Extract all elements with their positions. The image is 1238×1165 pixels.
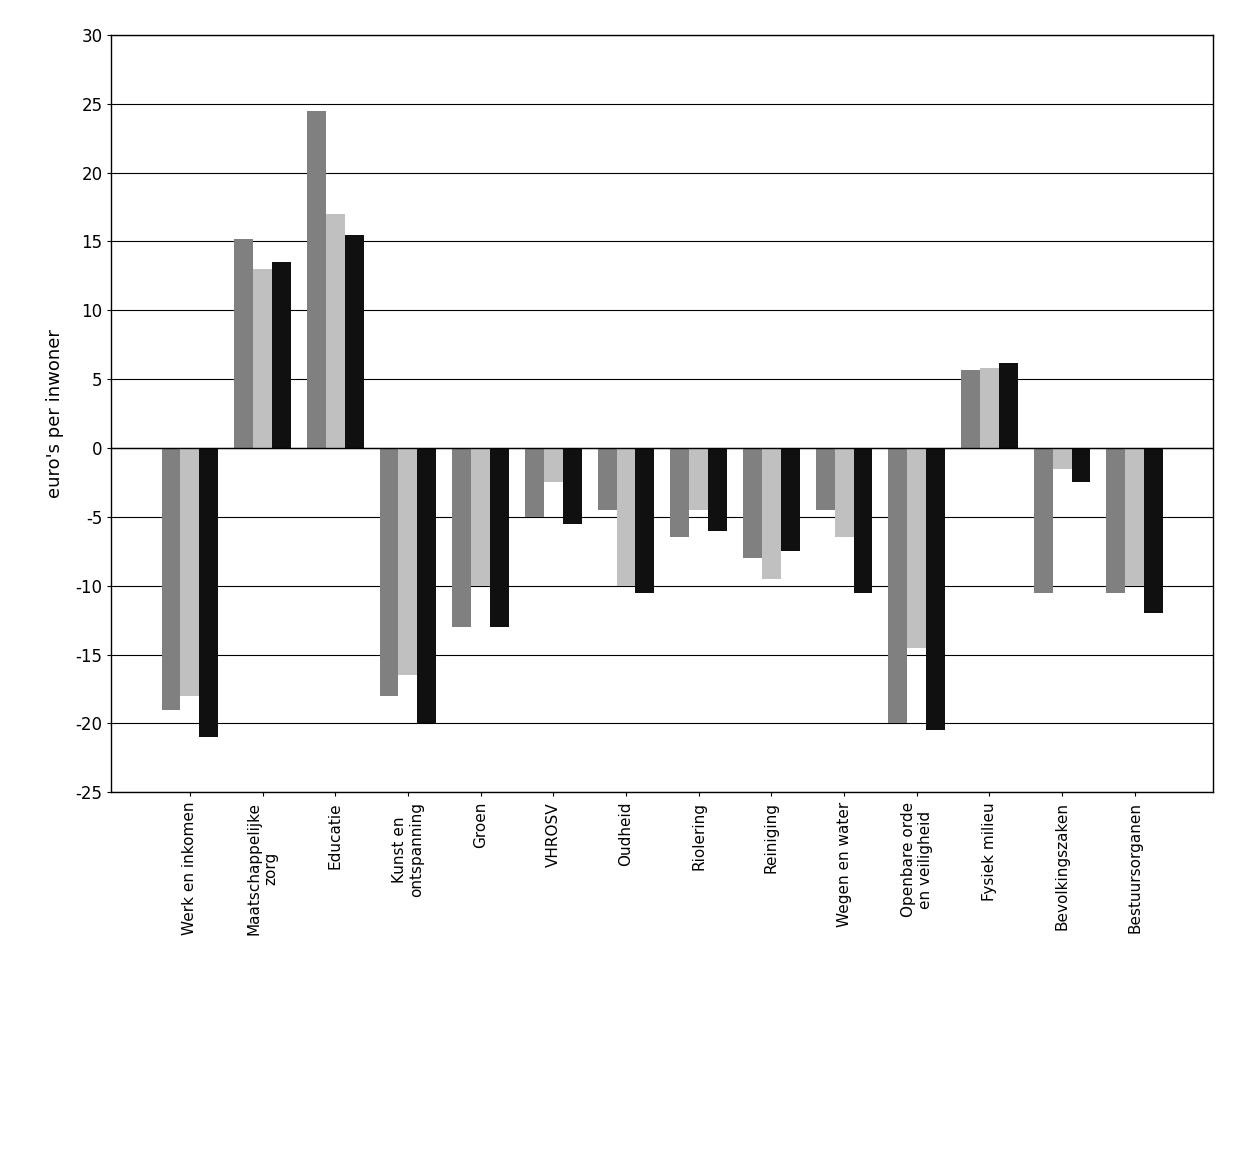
Bar [1052, 449, 1072, 468]
Bar [272, 262, 291, 449]
Bar [1034, 449, 1052, 593]
Bar [326, 214, 344, 449]
Bar [1144, 449, 1164, 613]
Bar [1072, 449, 1091, 482]
Bar [743, 449, 761, 558]
Bar [670, 449, 690, 537]
Bar [926, 449, 945, 730]
Bar [199, 449, 218, 737]
Bar [889, 449, 907, 723]
Bar [907, 449, 926, 648]
Bar [635, 449, 655, 593]
Bar [525, 449, 543, 517]
Bar [598, 449, 617, 510]
Bar [853, 449, 873, 593]
Bar [472, 449, 490, 586]
Bar [761, 449, 781, 579]
Bar [181, 449, 199, 696]
Bar [399, 449, 417, 676]
Bar [1125, 449, 1144, 586]
Bar [816, 449, 834, 510]
Y-axis label: euro's per inwoner: euro's per inwoner [46, 330, 64, 497]
Bar [307, 111, 326, 449]
Bar [234, 239, 253, 449]
Bar [563, 449, 582, 524]
Bar [253, 269, 272, 449]
Bar [708, 449, 727, 530]
Bar [543, 449, 563, 482]
Bar [690, 449, 708, 510]
Bar [1107, 449, 1125, 593]
Bar [452, 449, 472, 627]
Bar [999, 362, 1018, 449]
Bar [781, 449, 800, 551]
Bar [961, 369, 980, 449]
Bar [834, 449, 853, 537]
Bar [344, 234, 364, 449]
Bar [617, 449, 635, 586]
Bar [417, 449, 436, 723]
Bar [490, 449, 509, 627]
Bar [980, 368, 999, 449]
Bar [161, 449, 181, 709]
Bar [380, 449, 399, 696]
